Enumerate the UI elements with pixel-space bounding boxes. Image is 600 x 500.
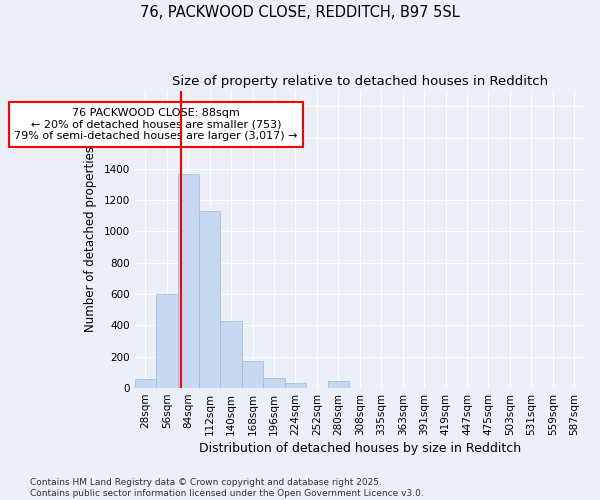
Bar: [134, 378, 156, 388]
Y-axis label: Number of detached properties: Number of detached properties: [83, 146, 97, 332]
Text: 76, PACKWOOD CLOSE, REDDITCH, B97 5SL: 76, PACKWOOD CLOSE, REDDITCH, B97 5SL: [140, 5, 460, 20]
Title: Size of property relative to detached houses in Redditch: Size of property relative to detached ho…: [172, 75, 548, 88]
Bar: [178, 174, 199, 388]
Bar: [242, 362, 263, 388]
Bar: [199, 211, 220, 388]
Text: Contains HM Land Registry data © Crown copyright and database right 2025.
Contai: Contains HM Land Registry data © Crown c…: [30, 478, 424, 498]
Bar: [328, 381, 349, 388]
Bar: [220, 320, 242, 388]
Bar: [156, 294, 178, 388]
X-axis label: Distribution of detached houses by size in Redditch: Distribution of detached houses by size …: [199, 442, 521, 455]
Text: 76 PACKWOOD CLOSE: 88sqm
← 20% of detached houses are smaller (753)
79% of semi-: 76 PACKWOOD CLOSE: 88sqm ← 20% of detach…: [14, 108, 298, 141]
Bar: [285, 382, 306, 388]
Bar: [263, 378, 285, 388]
